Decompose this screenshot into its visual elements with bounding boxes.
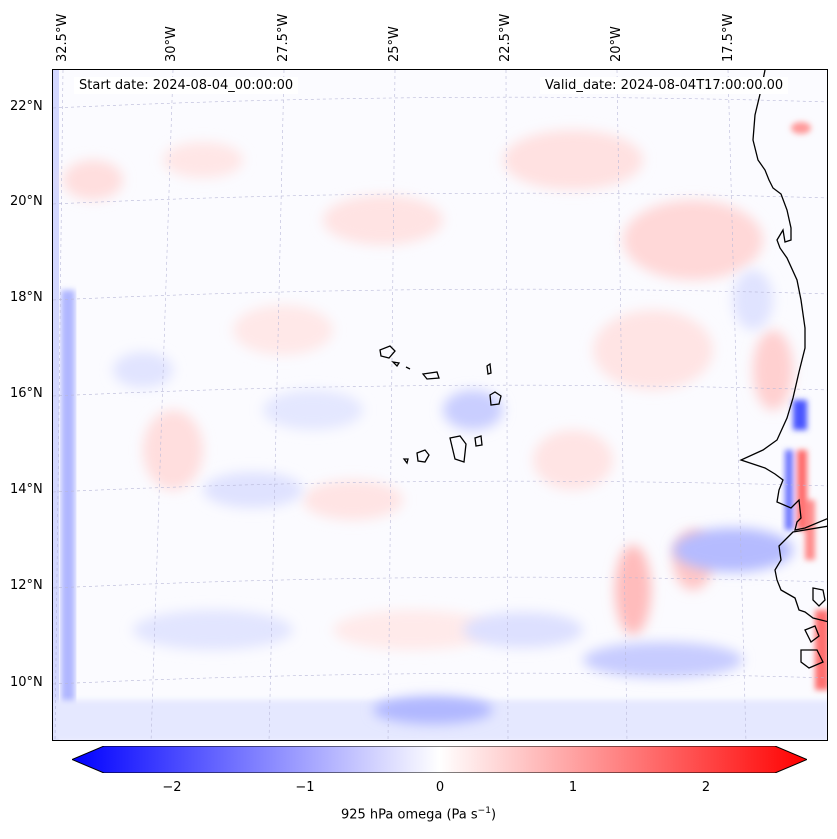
- omega-field-map: [53, 70, 827, 740]
- colorbar-tick-minus1: −1: [295, 780, 315, 795]
- island-fogo: [416, 449, 430, 463]
- lat-label-10n: 10°N: [10, 675, 43, 690]
- colorbar-tick-2: 2: [701, 780, 711, 795]
- lat-label-14n: 14°N: [10, 482, 43, 497]
- lon-label-20w: 20°W: [609, 26, 624, 62]
- island-brava: [402, 458, 409, 465]
- positive-omega-patches: [63, 130, 793, 650]
- colorbar-tick-minus2: −2: [162, 780, 182, 795]
- lon-label-27-5w: 27.5°W: [276, 13, 291, 62]
- negative-omega-patches: [113, 270, 793, 724]
- colorbar-label-main: 925 hPa omega (Pa s: [340, 807, 478, 823]
- boundary-blue-band: [61, 290, 75, 720]
- lon-label-32-5w: 32.5°W: [55, 13, 70, 62]
- graticule: [53, 70, 827, 740]
- valid-date-label: Valid_date: 2024-08-04T17:00:00.00: [540, 77, 789, 94]
- start-date-label: Start date: 2024-08-04_00:00:00: [74, 77, 299, 94]
- colorbar-label-sup: −1: [477, 806, 491, 816]
- lon-label-22-5w: 22.5°W: [498, 13, 513, 62]
- boundary-left-edge: [53, 70, 59, 740]
- colorbar-label: 925 hPa omega (Pa s−1): [0, 806, 837, 822]
- colorbar-label-end: ): [490, 807, 497, 823]
- island-santo-antao: [379, 345, 396, 359]
- colorbar-gradient: [70, 745, 809, 777]
- island-santiago: [449, 435, 467, 463]
- colorbar: [70, 745, 809, 777]
- lat-label-20n: 20°N: [10, 194, 43, 209]
- lon-label-17-5w: 17.5°W: [721, 13, 736, 62]
- island-sao-vicente: [391, 361, 401, 368]
- coastline-africa: [739, 70, 827, 669]
- lat-label-12n: 12°N: [10, 578, 43, 593]
- map-panel: [52, 69, 828, 741]
- coastal-strong-features: [785, 122, 827, 690]
- lat-label-18n: 18°N: [10, 290, 43, 305]
- island-sal: [486, 362, 492, 375]
- island-maio: [474, 435, 483, 447]
- island-boa-vista: [489, 391, 502, 406]
- lon-label-30w: 30°W: [164, 26, 179, 62]
- colorbar-tick-1: 1: [568, 780, 578, 795]
- cape-verde-islands: [379, 345, 502, 465]
- lat-label-22n: 22°N: [10, 99, 43, 114]
- island-sao-nicolau: [421, 371, 440, 380]
- lat-label-16n: 16°N: [10, 386, 43, 401]
- lon-label-25w: 25°W: [387, 26, 402, 62]
- colorbar-tick-0: 0: [435, 780, 445, 795]
